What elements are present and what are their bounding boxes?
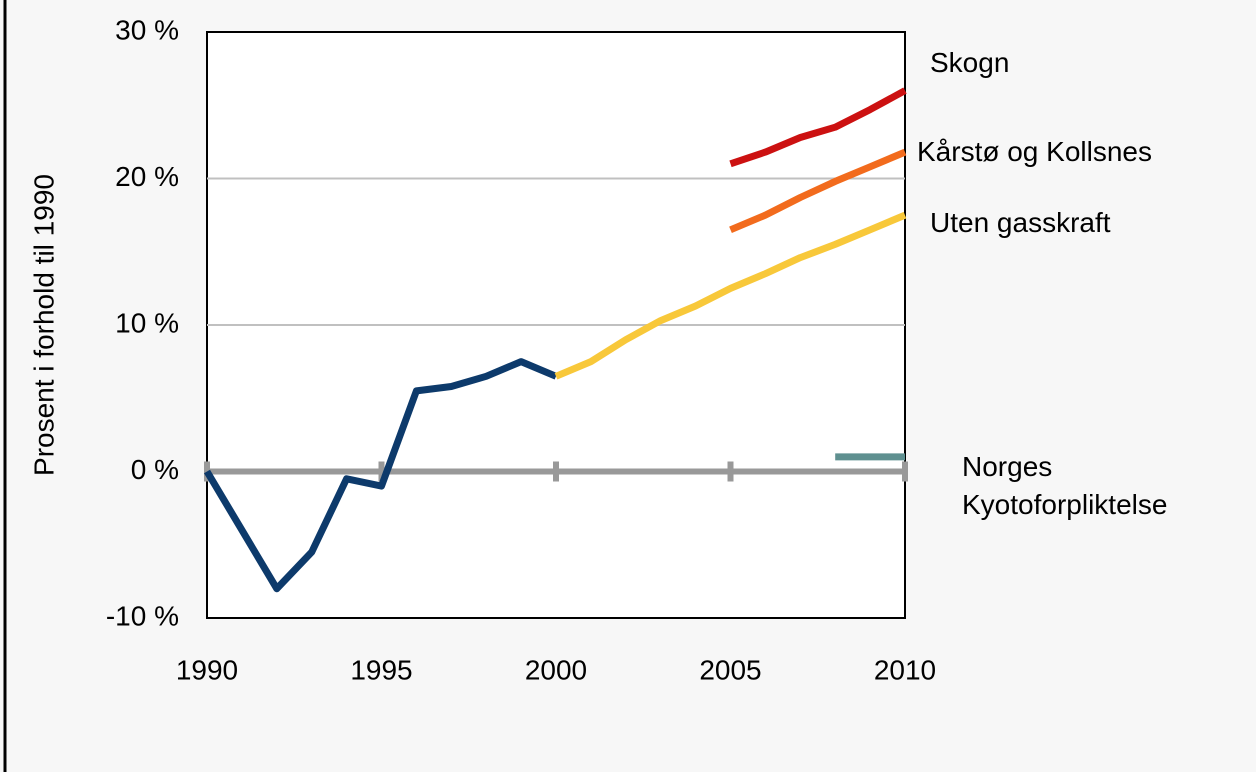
series-label: Uten gasskraft [930,207,1111,239]
x-tick-label: 2010 [874,654,936,685]
x-tick-label: 2000 [525,654,587,685]
y-tick-label: 0 % [131,454,179,485]
y-tick-label: 30 % [115,14,179,45]
y-tick-label: -10 % [106,600,179,631]
x-tick-label: 2005 [699,654,761,685]
series-label: Skogn [930,46,1010,78]
y-tick-label: 20 % [115,161,179,192]
series-label: Kårstø og Kollsnes [917,136,1152,168]
series-line [203,358,558,593]
x-tick-label: 1995 [350,654,412,685]
series-label: Norges Kyotoforpliktelse [962,450,1168,520]
series-line [554,211,907,380]
x-tick-label: 1990 [176,654,238,685]
y-axis-label: Prosent i forhold til 1990 [28,174,59,476]
y-tick-label: 10 % [115,307,179,338]
series-line [729,87,907,168]
series-line [729,148,907,234]
